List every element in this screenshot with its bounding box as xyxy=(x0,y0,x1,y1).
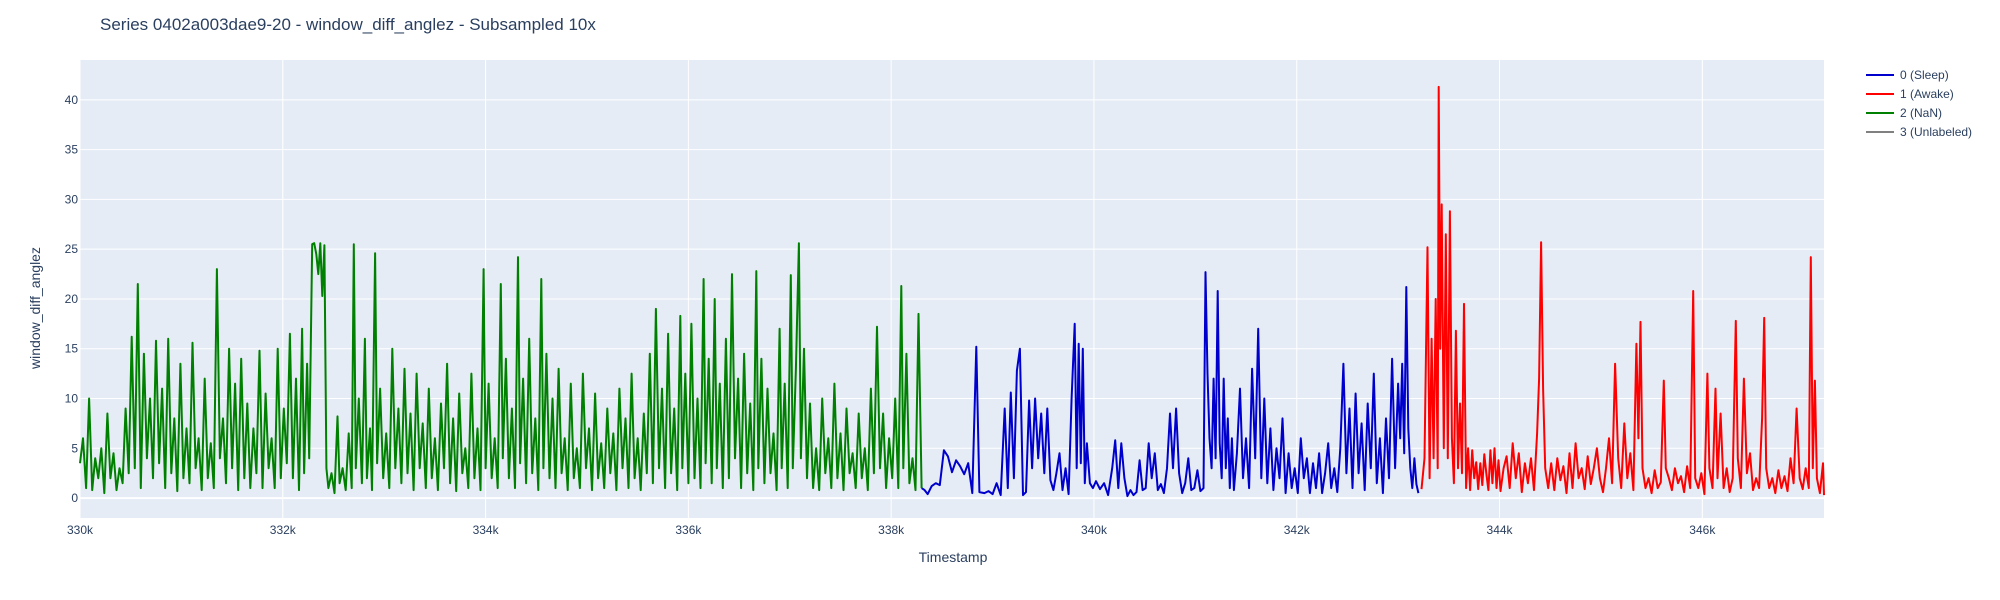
legend-item-3-unlabeled[interactable]: 3 (Unlabeled) xyxy=(1866,125,1972,139)
y-tick-label: 15 xyxy=(65,342,79,356)
legend-label: 0 (Sleep) xyxy=(1900,68,1949,82)
legend-item-0-sleep[interactable]: 0 (Sleep) xyxy=(1866,68,1949,82)
legend-item-2-nan[interactable]: 2 (NaN) xyxy=(1866,106,1942,120)
plot-area xyxy=(80,60,1824,518)
y-tick-label: 10 xyxy=(65,392,79,406)
x-tick-label: 330k xyxy=(67,523,94,537)
x-tick-label: 332k xyxy=(270,523,297,537)
y-axis: 0 5 10 15 20 25 30 35 40 xyxy=(65,93,79,505)
y-tick-label: 30 xyxy=(65,192,79,206)
x-axis-title: Timestamp xyxy=(919,549,988,565)
x-tick-label: 342k xyxy=(1284,523,1311,537)
series-line-1-awake xyxy=(1420,85,1825,496)
x-tick-label: 336k xyxy=(675,523,702,537)
x-tick-label: 344k xyxy=(1487,523,1514,537)
series-line-2-nan xyxy=(79,242,923,495)
x-tick-label: 346k xyxy=(1689,523,1716,537)
y-tick-label: 35 xyxy=(65,143,79,157)
y-tick-label: 0 xyxy=(71,491,78,505)
y-axis-title: window_diff_anglez xyxy=(27,247,43,370)
chart-title: Series 0402a003dae9-20 - window_diff_ang… xyxy=(100,15,596,34)
x-axis: 330k 332k 334k 336k 338k 340k 342k 344k 346k xyxy=(67,523,1716,537)
legend-item-1-awake[interactable]: 1 (Awake) xyxy=(1866,87,1954,101)
y-tick-label: 5 xyxy=(71,441,78,455)
legend-label: 2 (NaN) xyxy=(1900,106,1942,120)
series-line-0-sleep xyxy=(921,271,1420,498)
x-tick-label: 340k xyxy=(1081,523,1108,537)
series-layer xyxy=(79,85,1825,498)
y-tick-label: 25 xyxy=(65,242,79,256)
legend[interactable]: 0 (Sleep) 1 (Awake) 2 (NaN) 3 (Unlabeled) xyxy=(1866,68,1972,139)
y-tick-label: 20 xyxy=(65,292,79,306)
x-tick-label: 334k xyxy=(473,523,500,537)
y-tick-label: 40 xyxy=(65,93,79,107)
legend-label: 3 (Unlabeled) xyxy=(1900,125,1972,139)
x-tick-label: 338k xyxy=(878,523,905,537)
legend-label: 1 (Awake) xyxy=(1900,87,1954,101)
